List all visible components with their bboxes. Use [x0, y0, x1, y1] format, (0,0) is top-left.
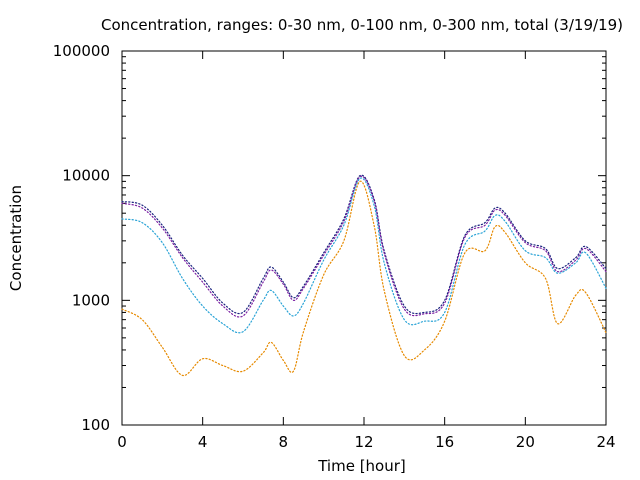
- x-axis-title: Time [hour]: [317, 457, 406, 475]
- y-tick-label: 100: [81, 416, 110, 434]
- x-tick-label: 16: [435, 433, 454, 451]
- y-axis-title: Concentration: [7, 185, 25, 291]
- y-axis: 100 1000 10000 100000: [53, 42, 606, 434]
- chart-title: Concentration, ranges: 0-30 nm, 0-100 nm…: [101, 16, 623, 34]
- x-axis: 0 4 8 12 16 20 24: [117, 51, 616, 451]
- x-tick-label: 4: [198, 433, 208, 451]
- plot-frame: [121, 50, 607, 426]
- series-line-1: [121, 174, 607, 315]
- x-tick-label: 12: [354, 433, 373, 451]
- x-tick-label: 20: [516, 433, 535, 451]
- y-tick-label: 100000: [53, 42, 110, 60]
- x-tick-label: 24: [596, 433, 615, 451]
- x-tick-label: 8: [279, 433, 289, 451]
- x-tick-label: 0: [117, 433, 127, 451]
- y-tick-label: 1000: [72, 291, 110, 309]
- series-line-4: [121, 180, 607, 376]
- y-tick-label: 10000: [62, 167, 110, 185]
- series-layer: [121, 174, 607, 376]
- series-line-2: [121, 175, 607, 318]
- series-line-3: [121, 177, 607, 334]
